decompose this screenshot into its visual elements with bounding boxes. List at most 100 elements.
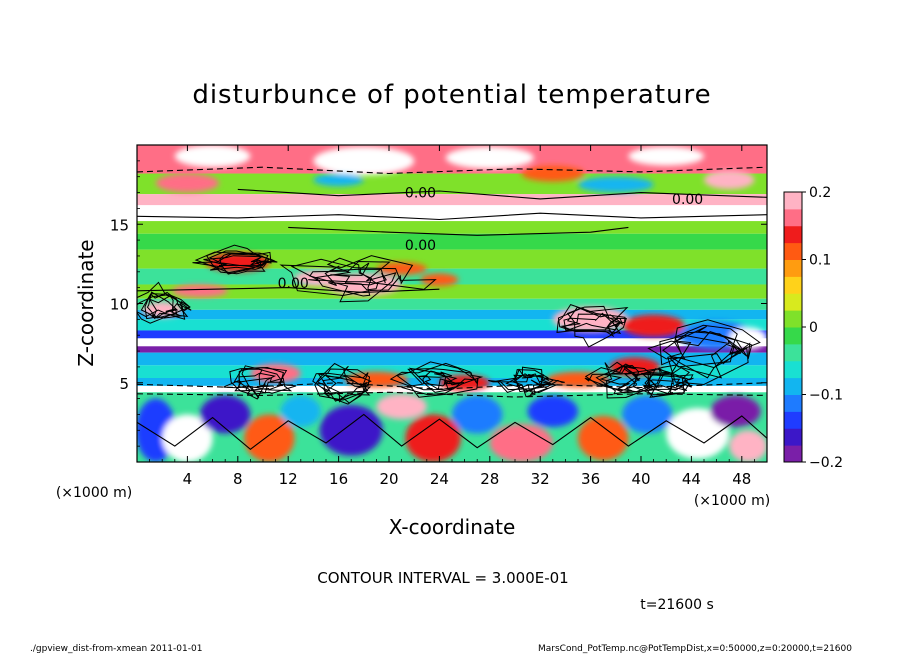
heatmap-patch-26	[162, 414, 213, 462]
colorbar-swatch-1	[784, 428, 802, 446]
contour-label-0: 0.00	[405, 186, 436, 202]
contour-label-3: 0.00	[278, 276, 309, 292]
heatmap-patch-21	[250, 363, 301, 383]
contour-line-3	[137, 166, 767, 175]
x-axis-label: X-coordinate	[389, 515, 516, 539]
heatmap-patch-37	[622, 395, 673, 434]
footer-left: ./gpview_dist-from-xmean 2011-01-01	[30, 644, 202, 654]
x-axis-unit: (×1000 m)	[694, 493, 770, 509]
heatmap-patch-6	[313, 173, 364, 187]
contour-cluster-0-2	[223, 377, 293, 392]
heatmap-band-3	[137, 205, 767, 222]
colorbar-swatch-8	[784, 310, 802, 328]
heatmap-patch-38	[666, 408, 730, 459]
contour-cluster-5-1	[659, 334, 745, 369]
heatmap-patch-12	[376, 262, 427, 275]
heatmap-band-4	[137, 221, 767, 234]
x-tick-label-8: 36	[581, 470, 600, 488]
contour-cluster-5-3	[647, 331, 753, 365]
heatmap-patch-1	[313, 146, 415, 176]
colorbar-swatch-13	[784, 225, 802, 244]
heatmap-patch-0	[174, 145, 251, 168]
colorbar-swatch-2	[784, 411, 802, 429]
colorbar-tick-label-4: −0.2	[809, 455, 843, 471]
colorbar-swatch-0	[784, 445, 802, 463]
heatmap-patch-8	[704, 170, 755, 190]
contour-cluster-4-2	[584, 368, 670, 393]
contour-label-2: 0.00	[672, 192, 703, 208]
colorbar-tick-label-3: −0.1	[809, 388, 843, 404]
contour-cluster-5-2	[669, 319, 761, 379]
contour-cluster-5-0	[667, 324, 749, 386]
contour-cluster-4-4	[600, 365, 638, 392]
heatmap-band-8	[137, 284, 767, 299]
contour-cluster-7-3	[324, 265, 387, 286]
y-tick-label-1: 10	[110, 296, 129, 314]
heatmap-patch-33	[452, 395, 503, 434]
x-tick-label-4: 20	[379, 470, 398, 488]
contour-cluster-6-4	[644, 374, 694, 395]
contour-line-0	[137, 212, 767, 221]
contour-cluster-0-3	[241, 365, 274, 399]
contour-cluster-7-0	[279, 255, 414, 297]
heatmap-patch-32	[405, 414, 461, 462]
heatmap-band-12	[137, 330, 767, 339]
heatmap-patch-27	[200, 395, 251, 434]
x-tick-label-7: 32	[531, 470, 550, 488]
contour-clusters	[137, 244, 761, 405]
x-tick-label-3: 16	[329, 470, 348, 488]
heatmap-patches	[137, 145, 767, 462]
contour-label-1: 0.00	[405, 238, 436, 254]
heatmap-patch-17	[622, 314, 686, 337]
contour-cluster-1-4	[316, 368, 371, 403]
heatmap-band-10	[137, 309, 767, 320]
contour-line-6	[137, 287, 440, 293]
contour-cluster-8-2	[208, 250, 271, 271]
contour-cluster-4-1	[584, 365, 664, 394]
y-tick-label-2: 15	[110, 216, 129, 234]
y-axis-label: Z-coordinate	[74, 239, 98, 366]
contour-cluster-7-2	[309, 260, 397, 303]
heatmap-patch-29	[280, 395, 321, 428]
contour-cluster-4-3	[604, 361, 651, 399]
colorbar	[783, 191, 803, 463]
contour-cluster-1-1	[322, 375, 368, 404]
y-axis-ticks: 5 10 15	[110, 160, 767, 447]
heatmap-band-9	[137, 298, 767, 310]
heatmap-patch-24	[546, 371, 610, 388]
colorbar-swatch-6	[784, 343, 802, 362]
contour-cluster-0-5	[229, 367, 297, 395]
colorbar-swatch-12	[784, 242, 802, 260]
heatmap-patch-15	[420, 273, 459, 287]
heatmap-patch-40	[729, 430, 767, 462]
contour-cluster-4-5	[595, 364, 641, 395]
contour-cluster-7-4	[290, 258, 437, 290]
chart-title: disturbunce of potential temperature	[192, 80, 711, 110]
heatmap-band-15	[137, 352, 767, 366]
contour-line-7	[137, 413, 767, 451]
colorbar-tick-label-2: 0	[809, 320, 818, 336]
colorbar-swatch-7	[784, 327, 802, 345]
colorbar-tick-label-1: 0.1	[809, 253, 831, 269]
heatmap-patch-35	[527, 395, 578, 428]
heatmap-patch-30	[319, 404, 383, 456]
contour-cluster-2-5	[422, 370, 464, 387]
y-tick-label-0: 5	[119, 375, 129, 393]
footer-right: MarsCond_PotTemp.nc@PotTempDist,x=0:5000…	[538, 644, 852, 654]
contour-cluster-1-5	[314, 362, 372, 401]
contour-cluster-10-4	[557, 305, 627, 335]
x-axis-ticks: 4 8 12 16 20 24 28 32 36 40 44 48	[149, 145, 755, 488]
colorbar-swatch-15	[784, 192, 802, 210]
heatmap-patch-31	[376, 393, 427, 420]
heatmap-patch-39	[710, 395, 761, 428]
contour-cluster-9-0	[137, 281, 191, 324]
heatmap-band-14	[137, 346, 767, 353]
contour-cluster-5-5	[662, 330, 748, 368]
contour-cluster-7-5	[315, 257, 373, 297]
x-tick-label-1: 8	[233, 470, 243, 488]
heatmap-patch-34	[489, 423, 553, 462]
contour-line-1	[288, 226, 629, 236]
contour-cluster-1-3	[317, 373, 367, 397]
colorbar-swatch-9	[784, 293, 802, 311]
